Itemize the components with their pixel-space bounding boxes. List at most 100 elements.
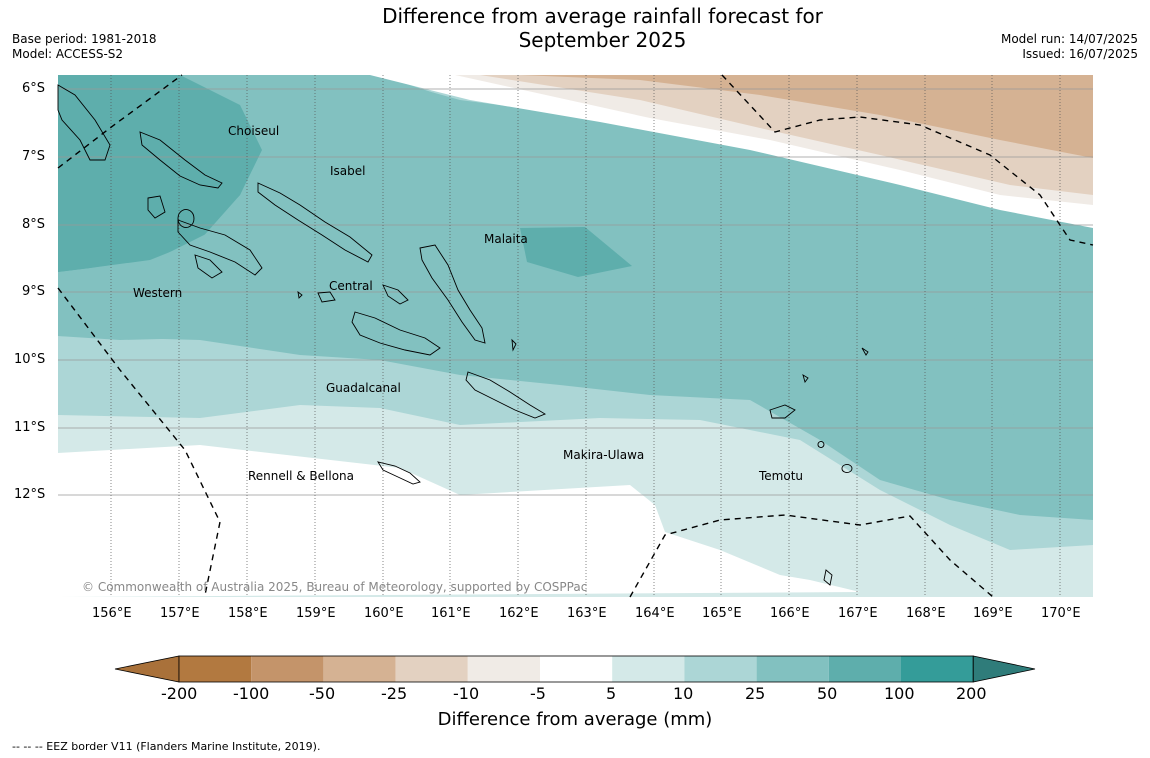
band-25-50-inner: [58, 75, 900, 368]
region-label-rennell-bellona: Rennell & Bellona: [248, 469, 355, 483]
model-name: Model: ACCESS-S2: [12, 47, 124, 61]
eez-borders: [57, 74, 1094, 598]
island-small-2: [861, 347, 869, 356]
island-russell: [382, 284, 409, 305]
run-info: Model run: 14/07/2025 Issued: 16/07/2025: [1001, 32, 1138, 62]
copyright-notice: © Commonwealth of Australia 2025, Bureau…: [82, 580, 588, 594]
colorbar-bin: [756, 656, 829, 682]
island-choiseul: [139, 131, 223, 189]
island-small-1: [802, 374, 809, 383]
colorbar-label: -5: [530, 684, 546, 703]
band-50-100-core-2: [520, 227, 632, 277]
lat-label-8s: 8°S: [22, 217, 46, 232]
lon-label-164e: 164°E: [635, 606, 675, 621]
region-label-guadalcanal: Guadalcanal: [326, 381, 401, 395]
lon-label-161e: 161°E: [431, 606, 471, 621]
lon-label-168e: 168°E: [906, 606, 946, 621]
colorbar-bin: [684, 656, 757, 682]
band-50-100-east: [950, 285, 1093, 450]
lat-label-7s: 7°S: [22, 149, 46, 164]
region-label-malaita: Malaita: [484, 232, 528, 246]
island-small-4: [297, 290, 303, 299]
colorbar-bin: [251, 656, 324, 682]
map-title: Difference from average rainfall forecas…: [330, 4, 875, 52]
title-line-2: September 2025: [518, 28, 687, 52]
colorbar-bin: [395, 656, 468, 682]
island-isabel: [257, 182, 373, 263]
lat-label-9s: 9°S: [22, 284, 46, 299]
lon-label-163e: 163°E: [567, 606, 607, 621]
island-nggela: [317, 291, 336, 303]
colorbar-extend-high: [972, 655, 1036, 683]
colorbar-label: -10: [453, 684, 480, 703]
island-rennell: [377, 461, 421, 485]
colorbar-bin: [467, 656, 540, 682]
eez-north-east: [721, 74, 1094, 246]
lon-label-159e: 159°E: [296, 606, 336, 621]
colorbar-label: 100: [884, 684, 915, 703]
lon-label-167e: 167°E: [838, 606, 878, 621]
island-rendova: [194, 254, 223, 279]
island-guadalcanal: [351, 311, 441, 356]
band-minus25-minus10: [520, 75, 1093, 158]
colorbar-label: -25: [381, 684, 408, 703]
eez-south: [629, 514, 994, 598]
colorbar-bin: [179, 656, 252, 682]
colorbar-label: -50: [309, 684, 336, 703]
colorbar-frame: [178, 655, 974, 683]
region-label-central: Central: [329, 279, 373, 293]
lon-label-156e: 156°E: [92, 606, 132, 621]
lat-label-10s: 10°S: [14, 352, 46, 367]
grid-lines: [58, 75, 1093, 597]
eez-north-west: [57, 74, 183, 169]
island-small-3: [511, 338, 517, 352]
lon-label-157e: 157°E: [160, 606, 200, 621]
colorbar-label: -200: [161, 684, 198, 703]
island-vella: [147, 195, 166, 219]
island-bougainville: [57, 84, 111, 161]
issued-date: Issued: 16/07/2025: [1022, 47, 1138, 61]
colorbar-title: Difference from average (mm): [437, 709, 713, 730]
region-label-isabel: Isabel: [330, 164, 366, 178]
lon-label-166e: 166°E: [770, 606, 810, 621]
lon-label-165e: 165°E: [702, 606, 742, 621]
island-utupua: [817, 441, 825, 448]
lon-label-162e: 162°E: [499, 606, 539, 621]
lon-label-170e: 170°E: [1041, 606, 1081, 621]
region-label-temotu: Temotu: [759, 469, 804, 483]
island-new-georgia: [177, 219, 263, 276]
eez-footnote: -- -- -- EEZ border V11 (Flanders Marine…: [12, 740, 321, 753]
base-period: Base period: 1981-2018: [12, 32, 157, 46]
band-neutral-south: [58, 445, 860, 597]
colorbar-label: 25: [745, 684, 766, 703]
lon-label-158e: 158°E: [228, 606, 268, 621]
lon-label-169e: 169°E: [973, 606, 1013, 621]
colorbar-bin: [901, 656, 974, 682]
model-info: Base period: 1981-2018 Model: ACCESS-S2: [12, 32, 157, 62]
islands: [57, 84, 869, 586]
island-makira: [465, 371, 547, 419]
lat-label-12s: 12°S: [14, 487, 46, 502]
region-label-choiseul: Choiseul: [228, 124, 280, 138]
colorbar-label: 5: [606, 684, 617, 703]
region-label-makira-ulawa: Makira-Ulawa: [563, 448, 645, 462]
eez-west: [57, 287, 221, 596]
colorbar-label: 50: [817, 684, 838, 703]
lat-label-11s: 11°S: [14, 420, 46, 435]
colorbar: [114, 655, 1036, 683]
island-kolombangara: [177, 209, 195, 228]
island-santa-cruz: [769, 404, 796, 419]
colorbar-bin: [828, 656, 901, 682]
lat-label-6s: 6°S: [22, 81, 46, 96]
colorbar-label: -100: [233, 684, 270, 703]
colorbar-label: 200: [956, 684, 987, 703]
band-50-100-west-2: [58, 75, 262, 272]
island-vanikoro: [841, 464, 853, 473]
title-line-1: Difference from average rainfall forecas…: [382, 4, 823, 28]
colorbar-bin: [612, 656, 685, 682]
colorbar-bin: [540, 656, 613, 682]
model-run: Model run: 14/07/2025: [1000, 32, 1138, 46]
colorbar-bin: [323, 656, 396, 682]
island-malaita: [419, 244, 486, 344]
